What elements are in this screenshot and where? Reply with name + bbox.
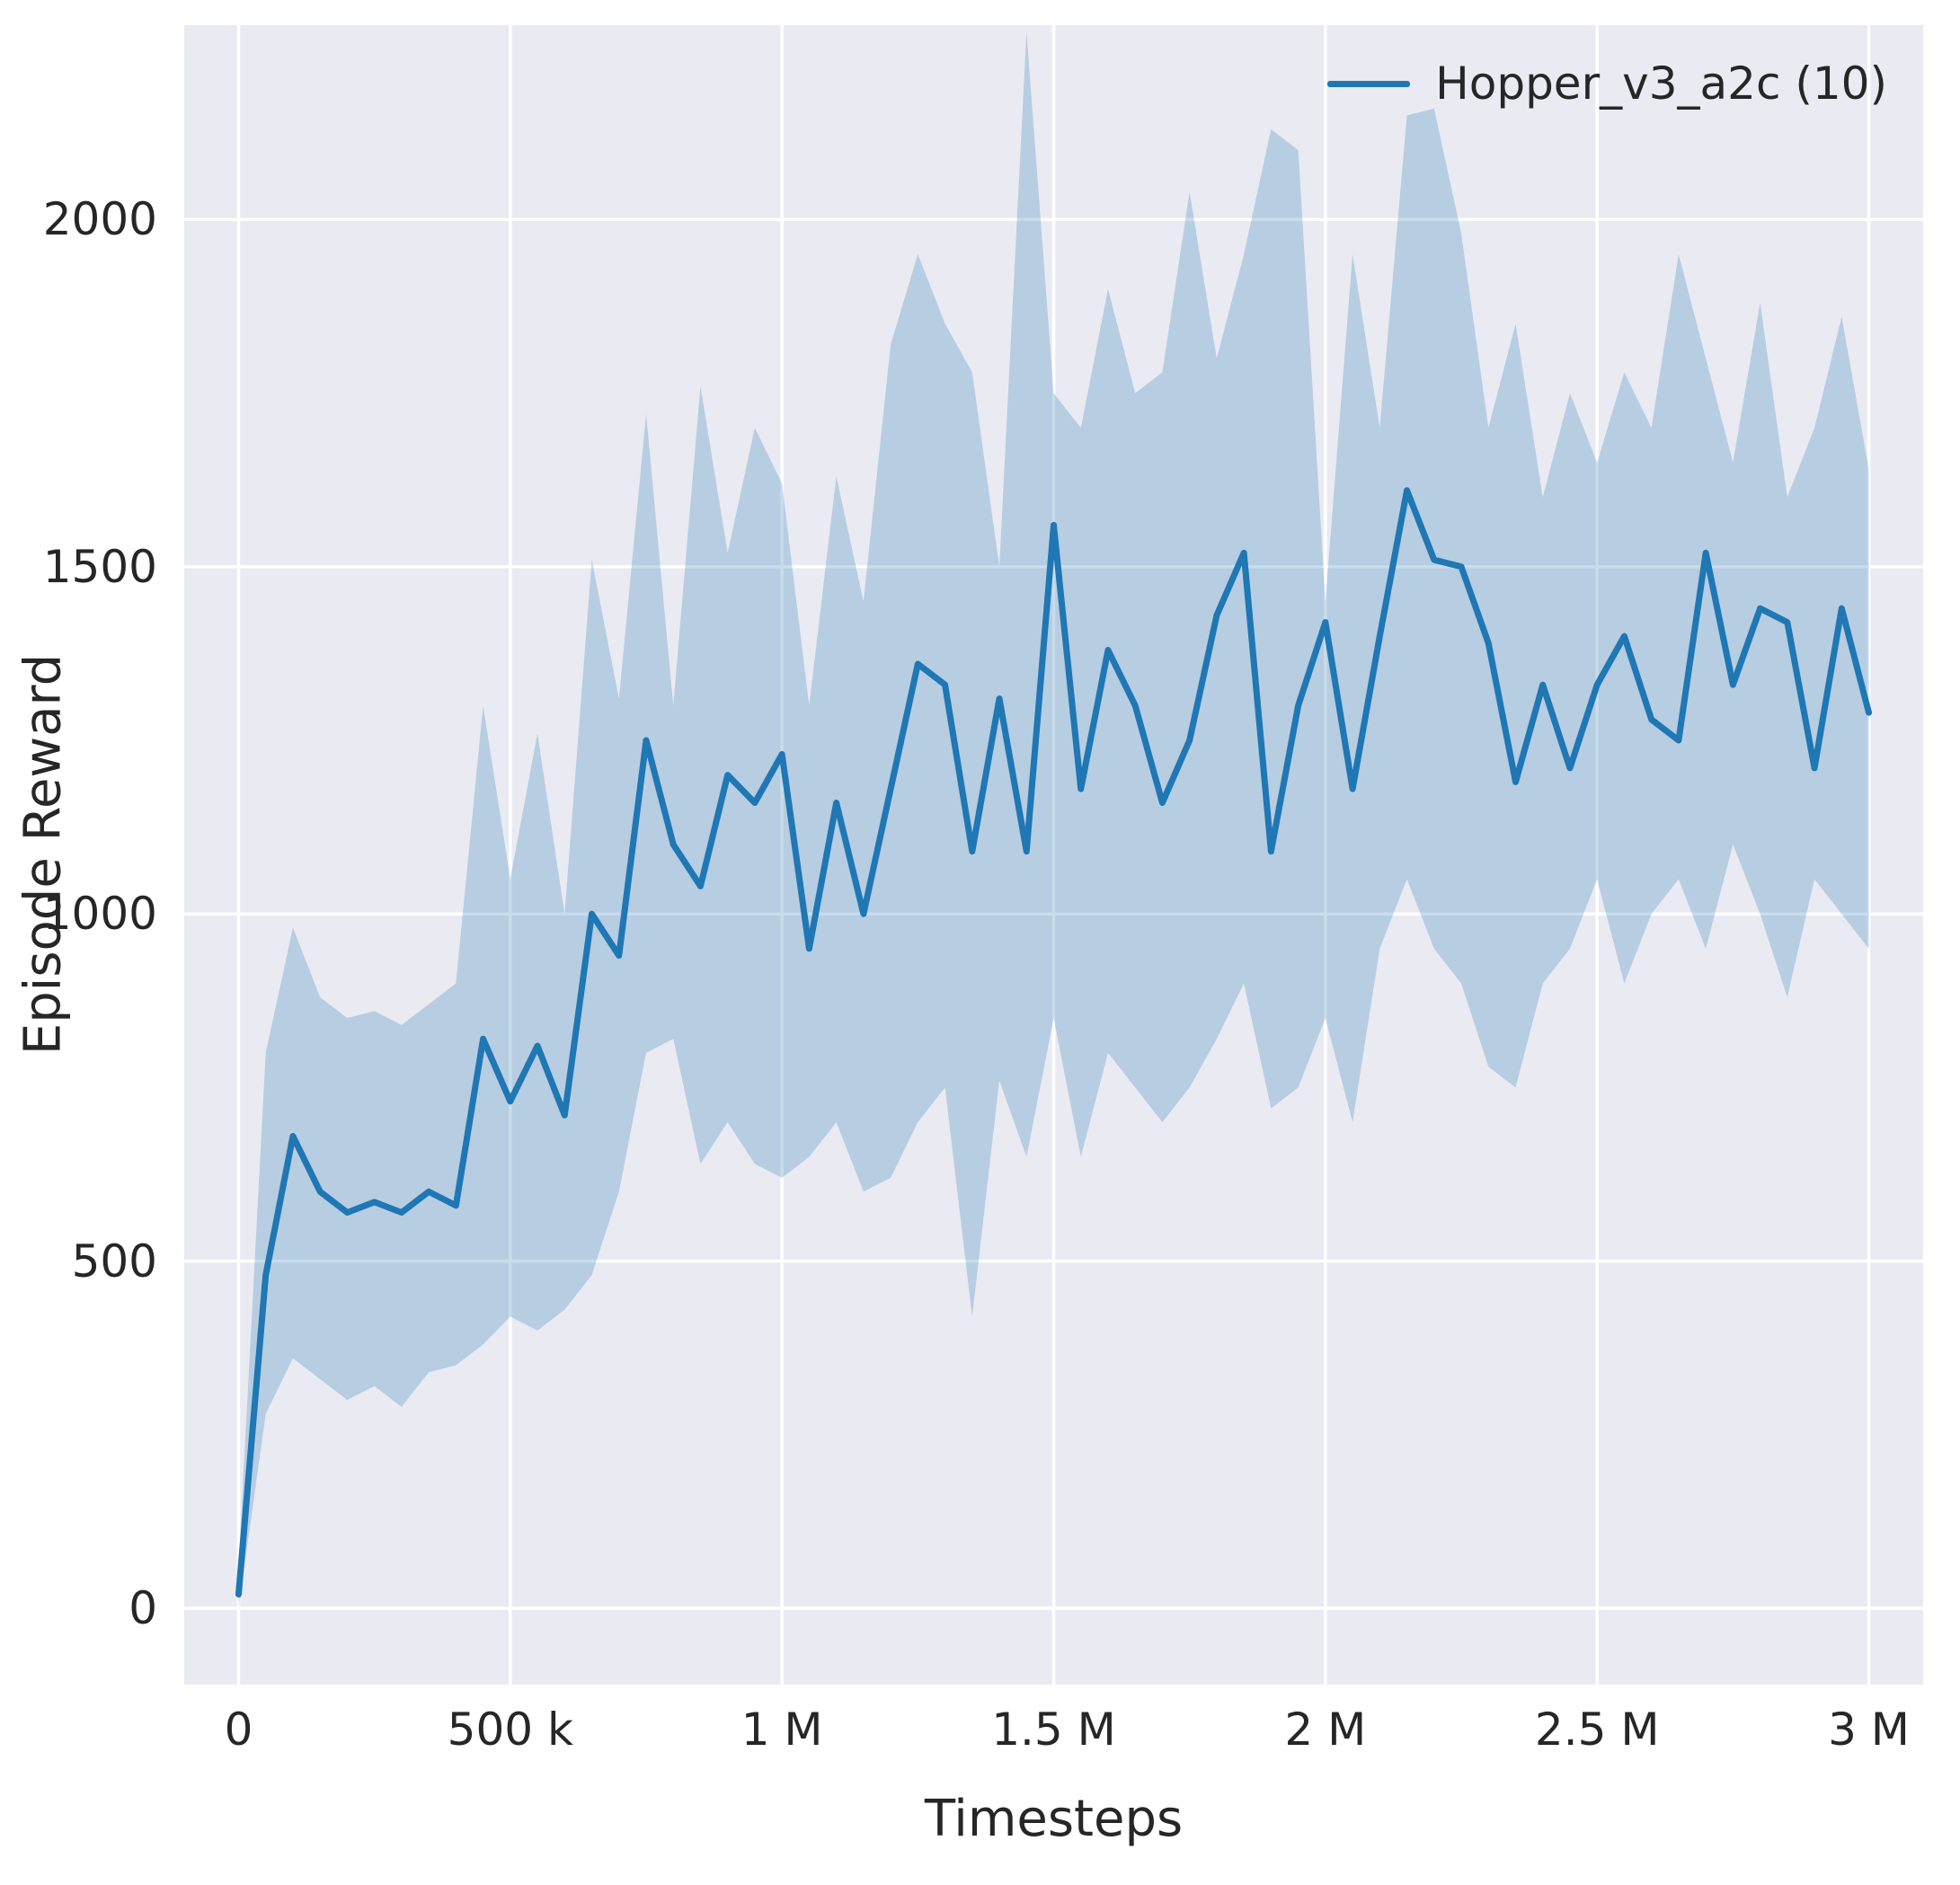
line-chart-canvas bbox=[184, 25, 1923, 1685]
y-tick-label: 2000 bbox=[42, 193, 157, 246]
x-tick-label: 1.5 M bbox=[991, 1704, 1116, 1756]
confidence-band bbox=[238, 31, 1869, 1608]
y-tick-label: 0 bbox=[129, 1581, 157, 1634]
x-tick-label: 0 bbox=[224, 1704, 253, 1756]
y-axis-label: Episode Reward bbox=[13, 653, 73, 1056]
x-tick-label: 2 M bbox=[1284, 1704, 1367, 1756]
x-tick-label: 500 k bbox=[447, 1704, 573, 1756]
plot-area: Hopper_v3_a2c (10) bbox=[184, 25, 1923, 1685]
grid-lines bbox=[184, 25, 1923, 1685]
legend-line-sample bbox=[1327, 81, 1411, 87]
legend-label: Hopper_v3_a2c (10) bbox=[1435, 58, 1887, 110]
x-tick-label: 1 M bbox=[741, 1704, 823, 1756]
x-axis-label: Timesteps bbox=[924, 1790, 1184, 1848]
legend: Hopper_v3_a2c (10) bbox=[1327, 59, 1887, 109]
mean-reward-line bbox=[235, 487, 1873, 1598]
x-tick-label: 3 M bbox=[1828, 1704, 1910, 1756]
x-tick-label: 2.5 M bbox=[1534, 1704, 1660, 1756]
y-tick-label: 500 bbox=[71, 1235, 157, 1288]
y-tick-label: 1500 bbox=[42, 540, 157, 593]
